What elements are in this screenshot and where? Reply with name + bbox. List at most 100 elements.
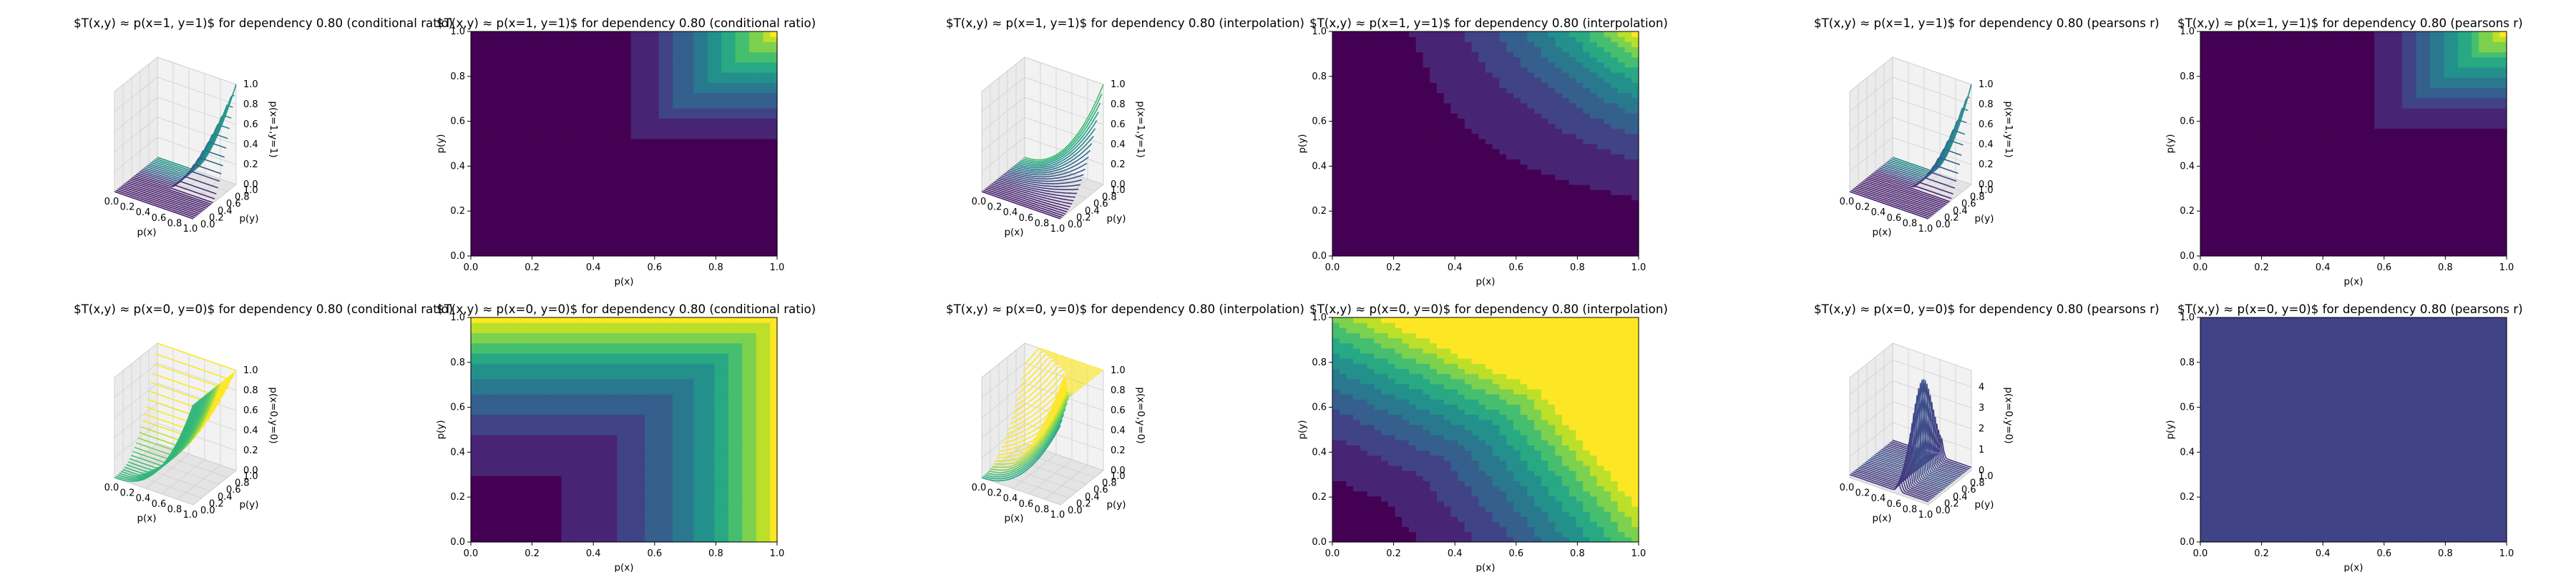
heatmap-cell — [596, 133, 604, 139]
heatmap-cell — [568, 77, 576, 83]
heatmap-cell — [2318, 108, 2326, 114]
heatmap-cell — [617, 174, 625, 180]
heatmap-cell — [1520, 36, 1528, 42]
heatmap-cell — [2207, 220, 2215, 226]
heatmap-cell — [1430, 194, 1438, 201]
surface-curve — [130, 177, 210, 207]
heatmap-cell — [1624, 245, 1632, 252]
heatmap-cell — [1555, 66, 1563, 73]
heatmap-cell — [2249, 102, 2257, 109]
heatmap-cell — [1485, 225, 1493, 231]
heatmap-cell — [2200, 36, 2208, 42]
heatmap-cell — [1624, 194, 1632, 201]
heatmap-cell — [1562, 31, 1570, 37]
heatmap-cell — [1478, 118, 1486, 124]
heatmap-cell — [471, 235, 479, 242]
heatmap-cell — [2221, 169, 2229, 175]
heatmap-cell — [589, 164, 597, 170]
heatmap-cell — [2298, 230, 2306, 237]
heatmap-cell — [1499, 31, 1507, 37]
heatmap-cell — [658, 184, 666, 190]
heatmap-cell — [533, 128, 541, 134]
heatmap-cell — [1464, 179, 1473, 185]
heatmap-cell — [707, 209, 716, 216]
heatmap-cell — [763, 189, 771, 195]
heatmap-cell — [2207, 66, 2215, 73]
heatmap-cell — [1541, 240, 1549, 247]
heatmap-cell — [1415, 41, 1424, 48]
heatmap-cell — [602, 225, 611, 231]
heatmap-cell — [1562, 230, 1570, 237]
heatmap-cell — [2228, 92, 2236, 99]
heatmap-cell — [1541, 51, 1549, 58]
heatmap-cell — [707, 61, 716, 68]
y-tick-label: 0.4 — [218, 206, 233, 217]
heatmap-cell — [1520, 123, 1528, 129]
heatmap-cell — [701, 164, 708, 170]
heatmap-cell — [2263, 133, 2270, 139]
heatmap-cell — [1576, 41, 1584, 48]
heatmap-cell — [575, 179, 583, 185]
heatmap-cell — [1402, 164, 1410, 170]
heatmap-cell — [512, 149, 520, 154]
heatmap-cell — [1617, 138, 1626, 144]
heatmap-cell — [575, 51, 583, 58]
heatmap-cell — [742, 82, 750, 89]
heatmap-cell — [1443, 230, 1451, 237]
heatmap-cell — [1353, 123, 1361, 129]
heatmap-cell — [1617, 230, 1626, 237]
heatmap-cell — [2255, 56, 2264, 63]
heatmap-cell — [1583, 154, 1591, 160]
heatmap-cell — [602, 144, 611, 149]
heatmap-cell — [582, 184, 590, 190]
heatmap-cell — [1450, 138, 1458, 144]
heatmap-cell — [1443, 199, 1451, 206]
heatmap-cell — [2326, 128, 2333, 134]
heatmap-cell — [1409, 169, 1417, 175]
heatmap-cell — [617, 133, 625, 139]
heatmap-cell — [1367, 113, 1375, 119]
heatmap-cell — [519, 77, 527, 83]
heatmap-cell — [749, 41, 757, 48]
heatmap-cell — [1478, 159, 1486, 165]
heatmap-cell — [645, 123, 653, 129]
heatmap-cell — [673, 154, 680, 160]
heatmap-cell — [610, 118, 618, 124]
heatmap-cell — [1583, 108, 1591, 114]
chart-title: $T(x,y) ≈ p(x=1, y=1)$ for dependency 0.… — [2177, 16, 2523, 30]
heatmap-cell — [1374, 72, 1382, 78]
heatmap-cell — [554, 113, 562, 119]
heatmap-cell — [2214, 169, 2222, 175]
heatmap-cell — [2249, 174, 2257, 180]
heatmap-cell — [763, 77, 771, 83]
heatmap-cell — [526, 225, 535, 231]
heatmap-cell — [512, 92, 520, 99]
heatmap-cell — [1485, 72, 1493, 78]
heatmap-cell — [484, 56, 492, 63]
heatmap-cell — [568, 61, 576, 68]
heatmap-cell — [2214, 240, 2222, 247]
heatmap-cell — [1596, 209, 1604, 216]
heatmap-cell — [756, 113, 764, 119]
heatmap-cell — [630, 199, 639, 206]
heatmap-cell — [505, 209, 513, 216]
heatmap-cell — [1617, 149, 1626, 154]
heatmap-cell — [1583, 144, 1591, 149]
heatmap-cell — [742, 189, 750, 195]
heatmap-cell — [686, 154, 694, 160]
heatmap-cell — [596, 199, 604, 206]
heatmap-cell — [1430, 66, 1438, 73]
x-tick-label: 0.2 — [120, 202, 135, 213]
heatmap-cell — [1604, 230, 1611, 237]
heatmap-cell — [1534, 194, 1542, 201]
heatmap-cell — [526, 108, 535, 114]
heatmap-cell — [519, 144, 527, 149]
heatmap-cell — [756, 92, 764, 99]
z-tick-label: 0.6 — [1111, 119, 1126, 130]
heatmap-cell — [1415, 113, 1424, 119]
heatmap-cell — [1471, 108, 1479, 114]
heatmap-cell — [1367, 133, 1375, 139]
heatmap-cell — [2290, 72, 2298, 78]
heatmap-cell — [742, 51, 750, 58]
heatmap-cell — [1374, 149, 1382, 154]
